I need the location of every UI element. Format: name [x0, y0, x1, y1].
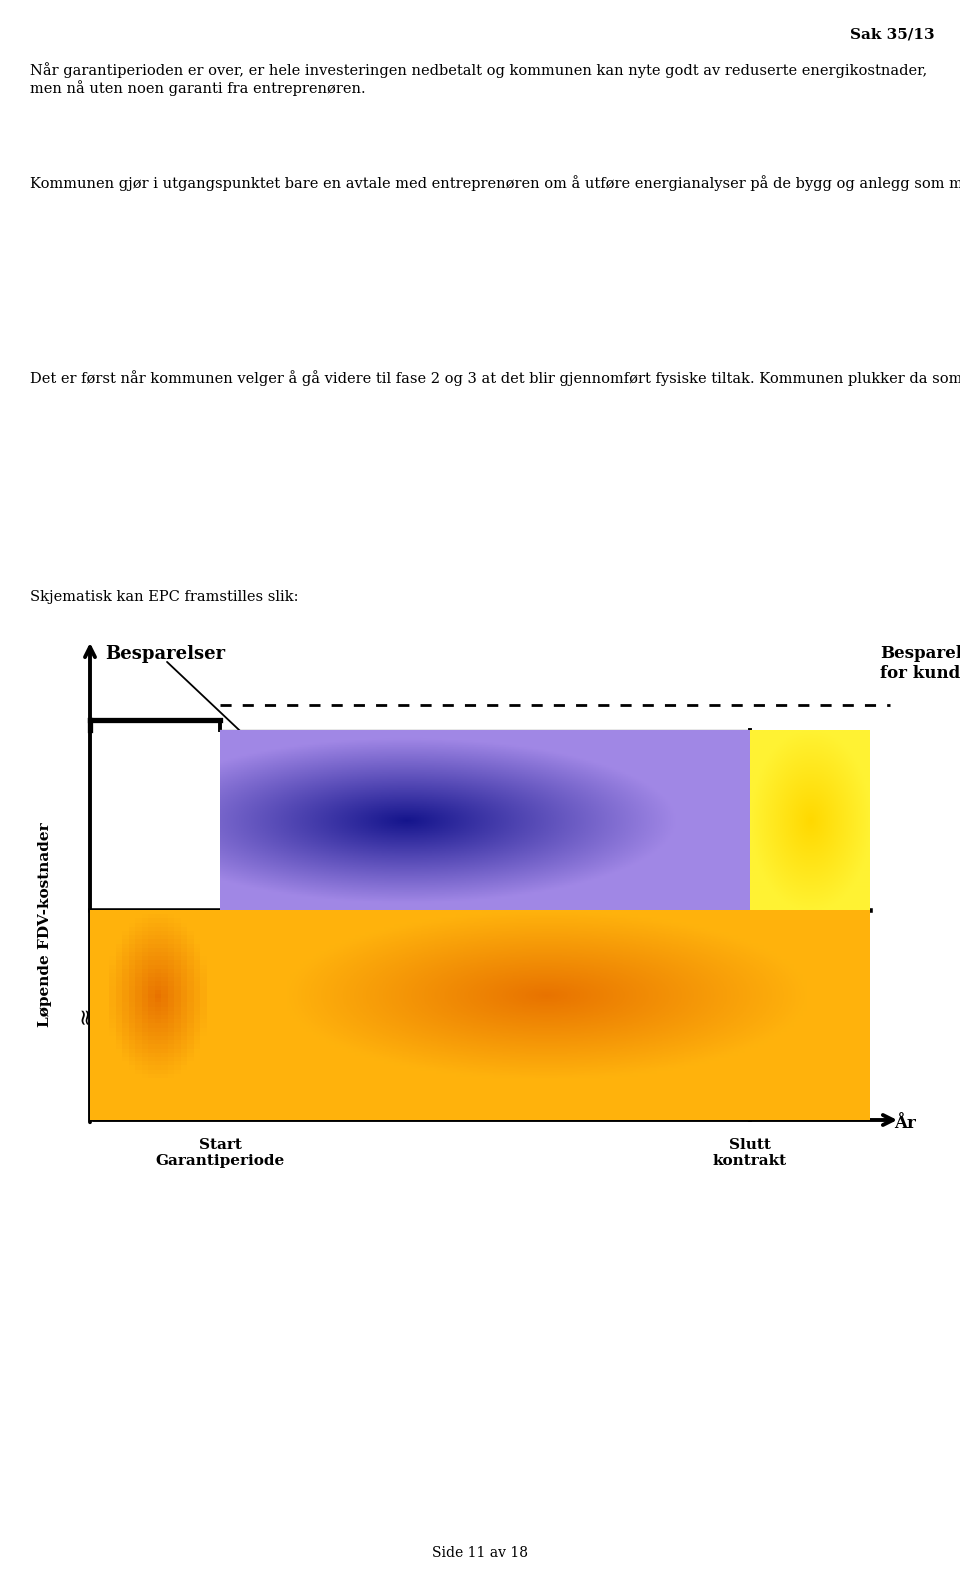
- Text: 100%: 100%: [788, 813, 832, 826]
- Text: Kommunen gjør i utgangspunktet bare en avtale med entreprenøren om å utføre ener: Kommunen gjør i utgangspunktet bare en a…: [30, 175, 960, 191]
- Text: Start
Garantiperiode: Start Garantiperiode: [156, 1137, 284, 1168]
- Text: Løpende FDV-kostnader: Løpende FDV-kostnader: [38, 823, 52, 1027]
- Text: År: År: [894, 1115, 916, 1132]
- Text: Ny redusert kostnad med
Performance Contracting: Ny redusert kostnad med Performance Cont…: [367, 987, 603, 1024]
- Text: Besparelse
for kunde: Besparelse for kunde: [880, 644, 960, 681]
- Text: Det er først når kommunen velger å gå videre til fase 2 og 3 at det blir gjennom: Det er først når kommunen velger å gå vi…: [30, 370, 960, 386]
- Text: Sak 35/13: Sak 35/13: [851, 29, 935, 41]
- Text: Når garantiperioden er over, er hele investeringen nedbetalt og kommunen kan nyt: Når garantiperioden er over, er hele inv…: [30, 62, 927, 96]
- Text: Garanterte besparelser
som investert volum: Garanterte besparelser som investert vol…: [377, 802, 593, 839]
- Text: Besparelser: Besparelser: [105, 644, 226, 664]
- Text: Slutt
kontrakt: Slutt kontrakt: [713, 1137, 787, 1168]
- Text: Skjematisk kan EPC framstilles slik:: Skjematisk kan EPC framstilles slik:: [30, 590, 299, 605]
- Text: Side 11 av 18: Side 11 av 18: [432, 1546, 528, 1560]
- Text: ≈: ≈: [75, 1006, 95, 1024]
